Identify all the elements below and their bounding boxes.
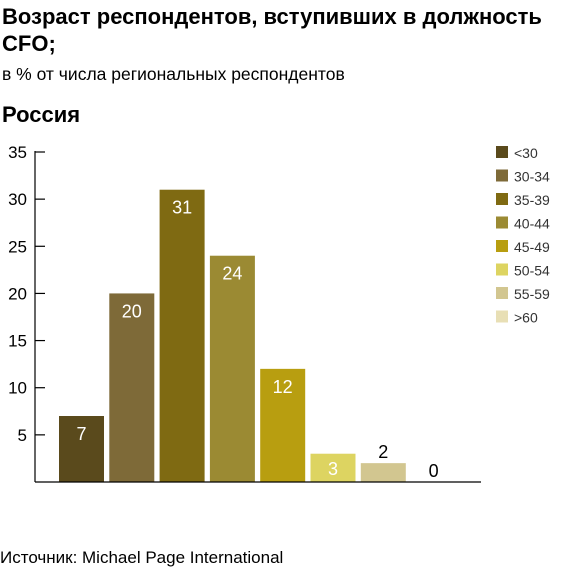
y-axis: 5 10 15 20 25 30 35 [8, 143, 45, 482]
legend-label: 35-39 [514, 192, 550, 208]
legend-swatch [496, 287, 508, 299]
chart-title: Возраст респондентов, вступивших в должн… [2, 4, 542, 56]
legend-label: 40-44 [514, 216, 550, 232]
chart-subtitle: в % от числа региональных респондентов [2, 64, 345, 84]
y-tick-label: 10 [8, 379, 27, 398]
source-note: Источник: Michael Page International [0, 548, 284, 567]
y-tick-label: 15 [8, 332, 27, 351]
legend-swatch [496, 169, 508, 182]
legend-swatch [496, 310, 508, 323]
legend-swatch [496, 263, 508, 276]
legend-label: 45-49 [514, 239, 550, 255]
legend-swatch [496, 193, 508, 205]
bar-7 [360, 463, 406, 482]
bar-2 [109, 293, 155, 482]
y-tick-label: 25 [8, 237, 27, 256]
bar-value-label: 7 [76, 424, 86, 444]
bar-3 [159, 189, 205, 482]
y-tick-label: 5 [18, 426, 27, 445]
panel-title: Россия [2, 102, 81, 127]
bar-value-label: 31 [172, 198, 192, 218]
y-tick-label: 35 [8, 143, 27, 162]
legend-label: 55-59 [514, 286, 550, 302]
bar-4 [209, 255, 255, 482]
bar-value-label: 24 [222, 264, 242, 284]
legend: <30 30-34 35-39 40-44 45-49 50-54 55-59 >60 [496, 145, 550, 326]
y-tick-label: 30 [8, 190, 27, 209]
bar-5 [260, 368, 306, 482]
legend-swatch [496, 216, 508, 229]
bar-value-label: 3 [328, 459, 338, 479]
legend-label: >60 [514, 310, 538, 326]
bar-6 [310, 453, 356, 482]
y-tick-label: 20 [8, 284, 27, 303]
bar-value-label: 0 [429, 461, 439, 481]
legend-swatch [496, 240, 508, 252]
bar-value-label: 20 [122, 301, 142, 321]
legend-label: <30 [514, 145, 538, 161]
legend-label: 50-54 [514, 263, 550, 279]
bar-1 [59, 416, 104, 482]
legend-label: 30-34 [514, 169, 550, 185]
bar-value-label: 12 [273, 377, 293, 397]
legend-swatch [496, 146, 508, 158]
bar-value-label: 2 [378, 442, 388, 462]
